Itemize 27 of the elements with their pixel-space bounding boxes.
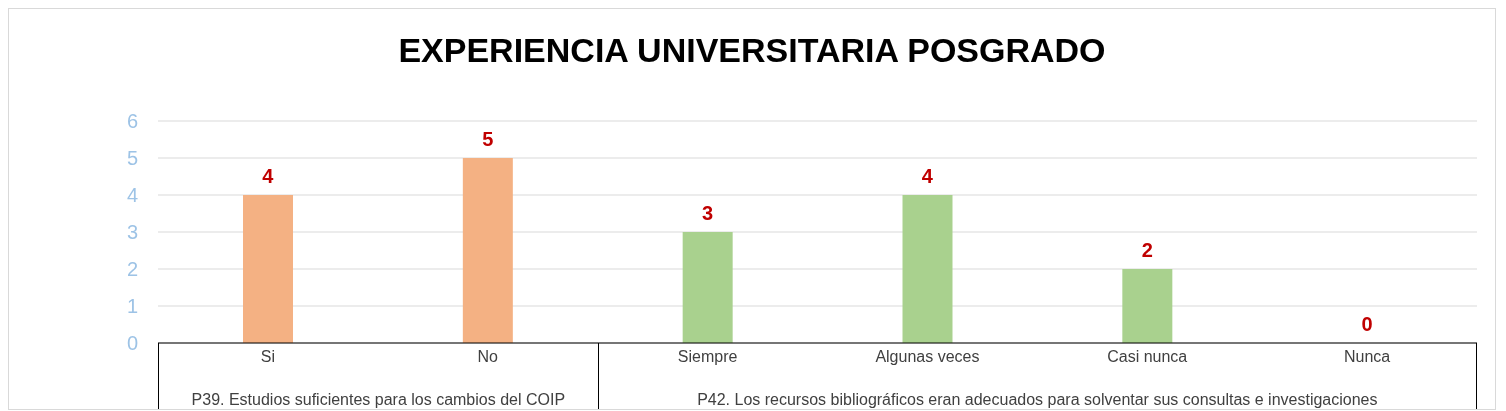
x-tick-label: Algunas veces [875, 348, 980, 366]
data-label: 5 [482, 128, 494, 150]
x-tick-label: Si [260, 348, 276, 366]
text: P42. Los recursos bibliográficos eran adecuados para solventar sus consultas e investigaciones [696, 391, 1379, 409]
y-tick-label: 3 [126, 221, 138, 244]
x-tick-label: No [477, 348, 499, 366]
y-tick-label: 2 [126, 258, 138, 281]
bar [1122, 269, 1173, 343]
y-tick-label: 4 [126, 184, 138, 207]
data-label: 4 [262, 165, 275, 187]
bar [462, 158, 513, 343]
y-tick-label: 0 [126, 332, 138, 355]
bar [902, 195, 953, 343]
data-label: 0 [1361, 313, 1373, 335]
y-tick-label: 6 [126, 110, 138, 133]
data-label: 3 [702, 202, 714, 224]
y-tick-label: 5 [126, 147, 138, 170]
bar [243, 195, 293, 343]
x-tick-label: Nunca [1343, 348, 1391, 366]
bar [682, 232, 733, 343]
y-tick-label: 1 [126, 295, 138, 318]
data-label: 2 [1141, 239, 1153, 261]
text: P39. Estudios suficientes para los cambios del COIP [190, 391, 567, 409]
x-tick-label: Casi nunca [1107, 348, 1188, 366]
chart-title: EXPERIENCIA UNIVERSITARIA POSGRADO [397, 31, 1107, 70]
data-label: 4 [921, 165, 934, 187]
x-tick-label: Siempre [677, 348, 738, 366]
